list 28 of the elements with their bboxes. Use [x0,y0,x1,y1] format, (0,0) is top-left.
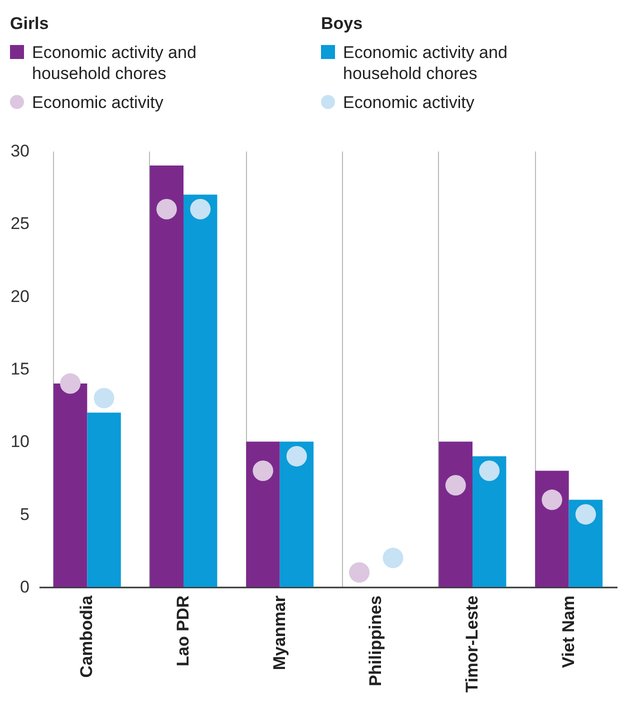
y-tick-label: 30 [10,142,30,160]
y-tick-label: 15 [10,360,30,378]
text: Girls [10,14,50,34]
bar [535,470,569,587]
legend-label: Economic activity [32,92,164,113]
x-tick-label: Lao PDR [174,596,192,666]
bar [184,194,218,587]
bar [472,456,506,587]
text: Boys [321,14,364,34]
bar [280,442,314,587]
bar [150,166,184,587]
y-tick-label: 0 [20,578,30,596]
x-tick-label: Philippines [366,596,386,686]
x-tick-label: Viet Nam [558,596,578,668]
bar [87,412,121,587]
bar [53,384,88,587]
x-tick-label: Myanmar [270,595,289,670]
y-tick-label: 25 [10,214,30,234]
legend-label: Economic activity and household chores [32,42,198,84]
legend-label: Economic activity and household chores [343,42,508,84]
y-tick-label: 5 [20,504,30,524]
y-tick-label: 10 [10,432,30,452]
bar [246,442,280,587]
y-tick-label: 20 [10,286,30,306]
x-tick-label: Cambodia [77,594,96,678]
legend-label: Economic activity [343,92,476,113]
x-tick-label: Timor-Leste [462,596,482,692]
bar [438,442,472,587]
